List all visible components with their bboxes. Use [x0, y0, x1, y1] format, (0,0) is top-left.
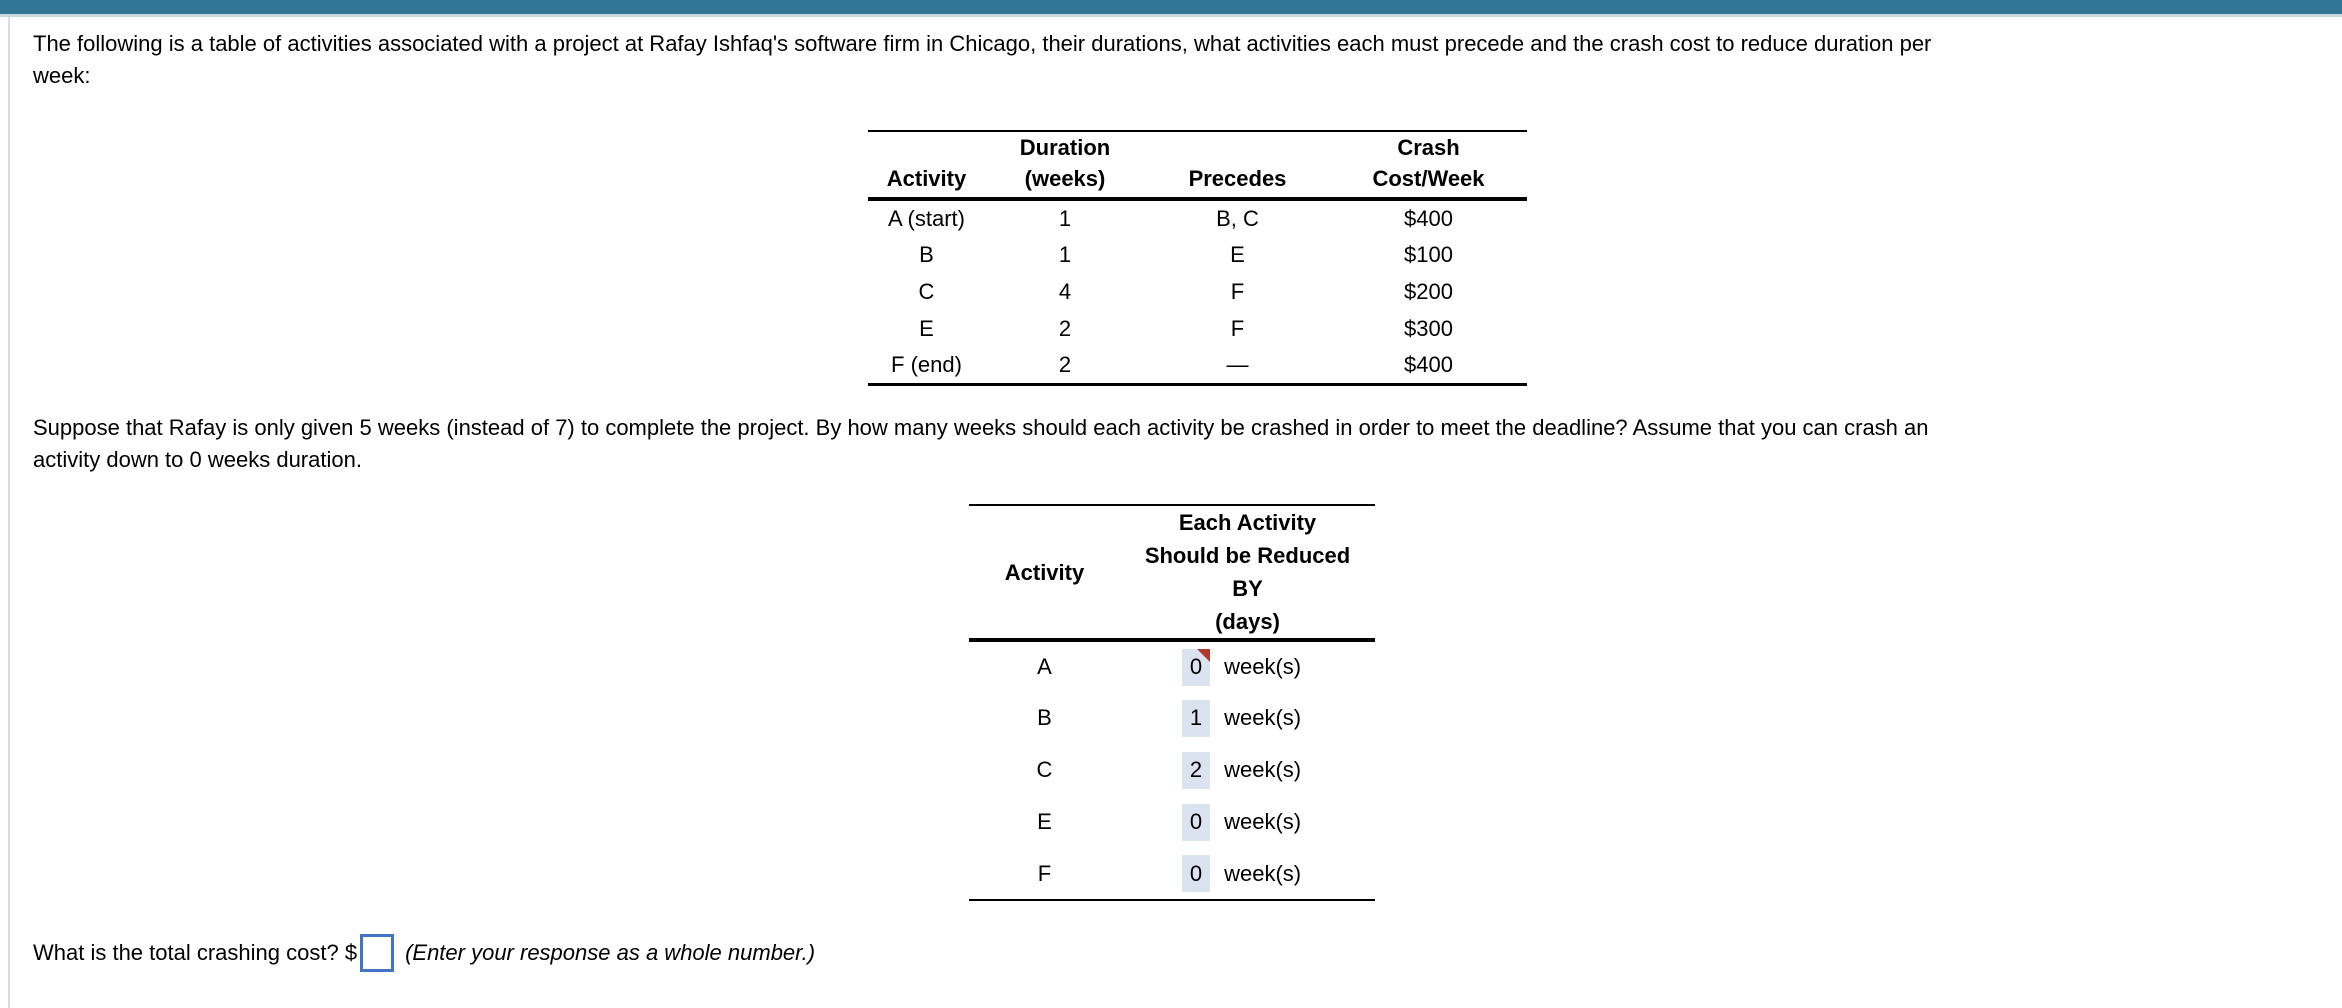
answer-field-wrap: [1182, 751, 1210, 789]
unit-label: week(s): [1224, 757, 1302, 782]
reduction-input-e[interactable]: [1182, 803, 1210, 841]
reduction-activity-column-header: Activity: [969, 505, 1120, 642]
activity-column-header: Activity: [868, 131, 985, 201]
crash-cost-cell: $300: [1404, 315, 1453, 341]
answer-field-wrap: [1182, 699, 1210, 737]
crash-cost-cell: $400: [1404, 351, 1453, 377]
top-bar: [0, 0, 2342, 14]
unit-label: week(s): [1224, 809, 1302, 834]
table-row: C week(s): [969, 744, 1375, 796]
crash-cost-cell: $100: [1404, 241, 1453, 267]
top-bar-divider: [0, 14, 2342, 17]
answer-field-wrap: [1182, 648, 1210, 686]
reduction-input-f[interactable]: [1182, 855, 1210, 892]
unit-label: week(s): [1224, 654, 1302, 679]
reduction-activity-cell: F: [1037, 860, 1052, 886]
unit-label: week(s): [1224, 705, 1302, 730]
total-cost-question: What is the total crashing cost? $ (Ente…: [33, 933, 815, 973]
table-row: C 4 F $200: [868, 273, 1527, 310]
table-row: A (start) 1 B, C $400: [868, 199, 1527, 236]
table-row: B week(s): [969, 692, 1375, 744]
precedes-cell: —: [1226, 351, 1249, 377]
activity-cell: C: [918, 278, 935, 304]
duration-column-header: Duration (weeks): [985, 131, 1145, 201]
crash-cost-column-header: Crash Cost/Week: [1330, 131, 1527, 201]
precedes-cell: F: [1230, 315, 1245, 341]
duration-cell: 4: [1058, 278, 1072, 304]
content-left-border: [8, 17, 10, 1008]
intro-line-1: The following is a table of activities a…: [33, 31, 1932, 56]
table-row: F week(s): [969, 848, 1375, 900]
reduction-activity-cell: C: [1036, 757, 1053, 782]
precedes-column-header: Precedes: [1145, 131, 1330, 201]
reduction-table: Activity Each Activity Should be Reduced…: [969, 504, 1375, 901]
table-row: E week(s): [969, 796, 1375, 848]
crash-question-paragraph: Suppose that Rafay is only given 5 weeks…: [33, 412, 2295, 476]
table-row: F (end) 2 — $400: [868, 347, 1527, 384]
duration-cell: 1: [1058, 205, 1072, 231]
activity-table-header-row: Activity Duration (weeks) Precedes Crash…: [868, 131, 1527, 201]
reduction-table-header-row: Activity Each Activity Should be Reduced…: [969, 505, 1375, 642]
red-corner-flag-icon: [1197, 648, 1210, 662]
reduction-activity-cell: A: [1037, 654, 1052, 679]
activity-table: Activity Duration (weeks) Precedes Crash…: [868, 130, 1527, 386]
crash-cost-cell: $200: [1404, 278, 1453, 304]
precedes-cell: F: [1230, 278, 1245, 304]
unit-label: week(s): [1224, 860, 1302, 886]
precedes-cell: E: [1230, 241, 1245, 267]
duration-cell: 2: [1058, 315, 1072, 341]
crash-question-line-1: Suppose that Rafay is only given 5 weeks…: [33, 415, 1929, 440]
reduction-input-c[interactable]: [1182, 751, 1210, 789]
activity-cell: E: [919, 315, 934, 341]
activity-cell: F (end): [891, 351, 962, 377]
table-row: A week(s): [969, 640, 1375, 692]
activity-cell: A (start): [887, 205, 965, 231]
total-cost-hint: (Enter your response as a whole number.): [405, 940, 816, 965]
reduction-activity-cell: E: [1037, 809, 1052, 834]
crash-cost-cell: $400: [1404, 205, 1453, 231]
reduction-activity-cell: B: [1037, 705, 1052, 730]
table-row: B 1 E $100: [868, 236, 1527, 273]
duration-cell: 1: [1058, 241, 1072, 267]
answer-field-wrap: [1182, 855, 1210, 892]
intro-line-2: week:: [33, 63, 91, 88]
table-row: E 2 F $300: [868, 310, 1527, 347]
precedes-cell: B, C: [1216, 205, 1259, 231]
answer-field-wrap: [1182, 803, 1210, 841]
intro-paragraph: The following is a table of activities a…: [33, 28, 2295, 92]
duration-cell: 2: [1058, 351, 1072, 377]
reduction-input-b[interactable]: [1182, 699, 1210, 737]
total-cost-input[interactable]: [360, 934, 395, 972]
activity-cell: B: [919, 241, 934, 267]
reduction-amount-column-header: Each Activity Should be Reduced BY (days…: [1120, 505, 1375, 642]
crash-question-line-2: activity down to 0 weeks duration.: [33, 447, 362, 472]
total-cost-label: What is the total crashing cost? $: [33, 940, 358, 965]
